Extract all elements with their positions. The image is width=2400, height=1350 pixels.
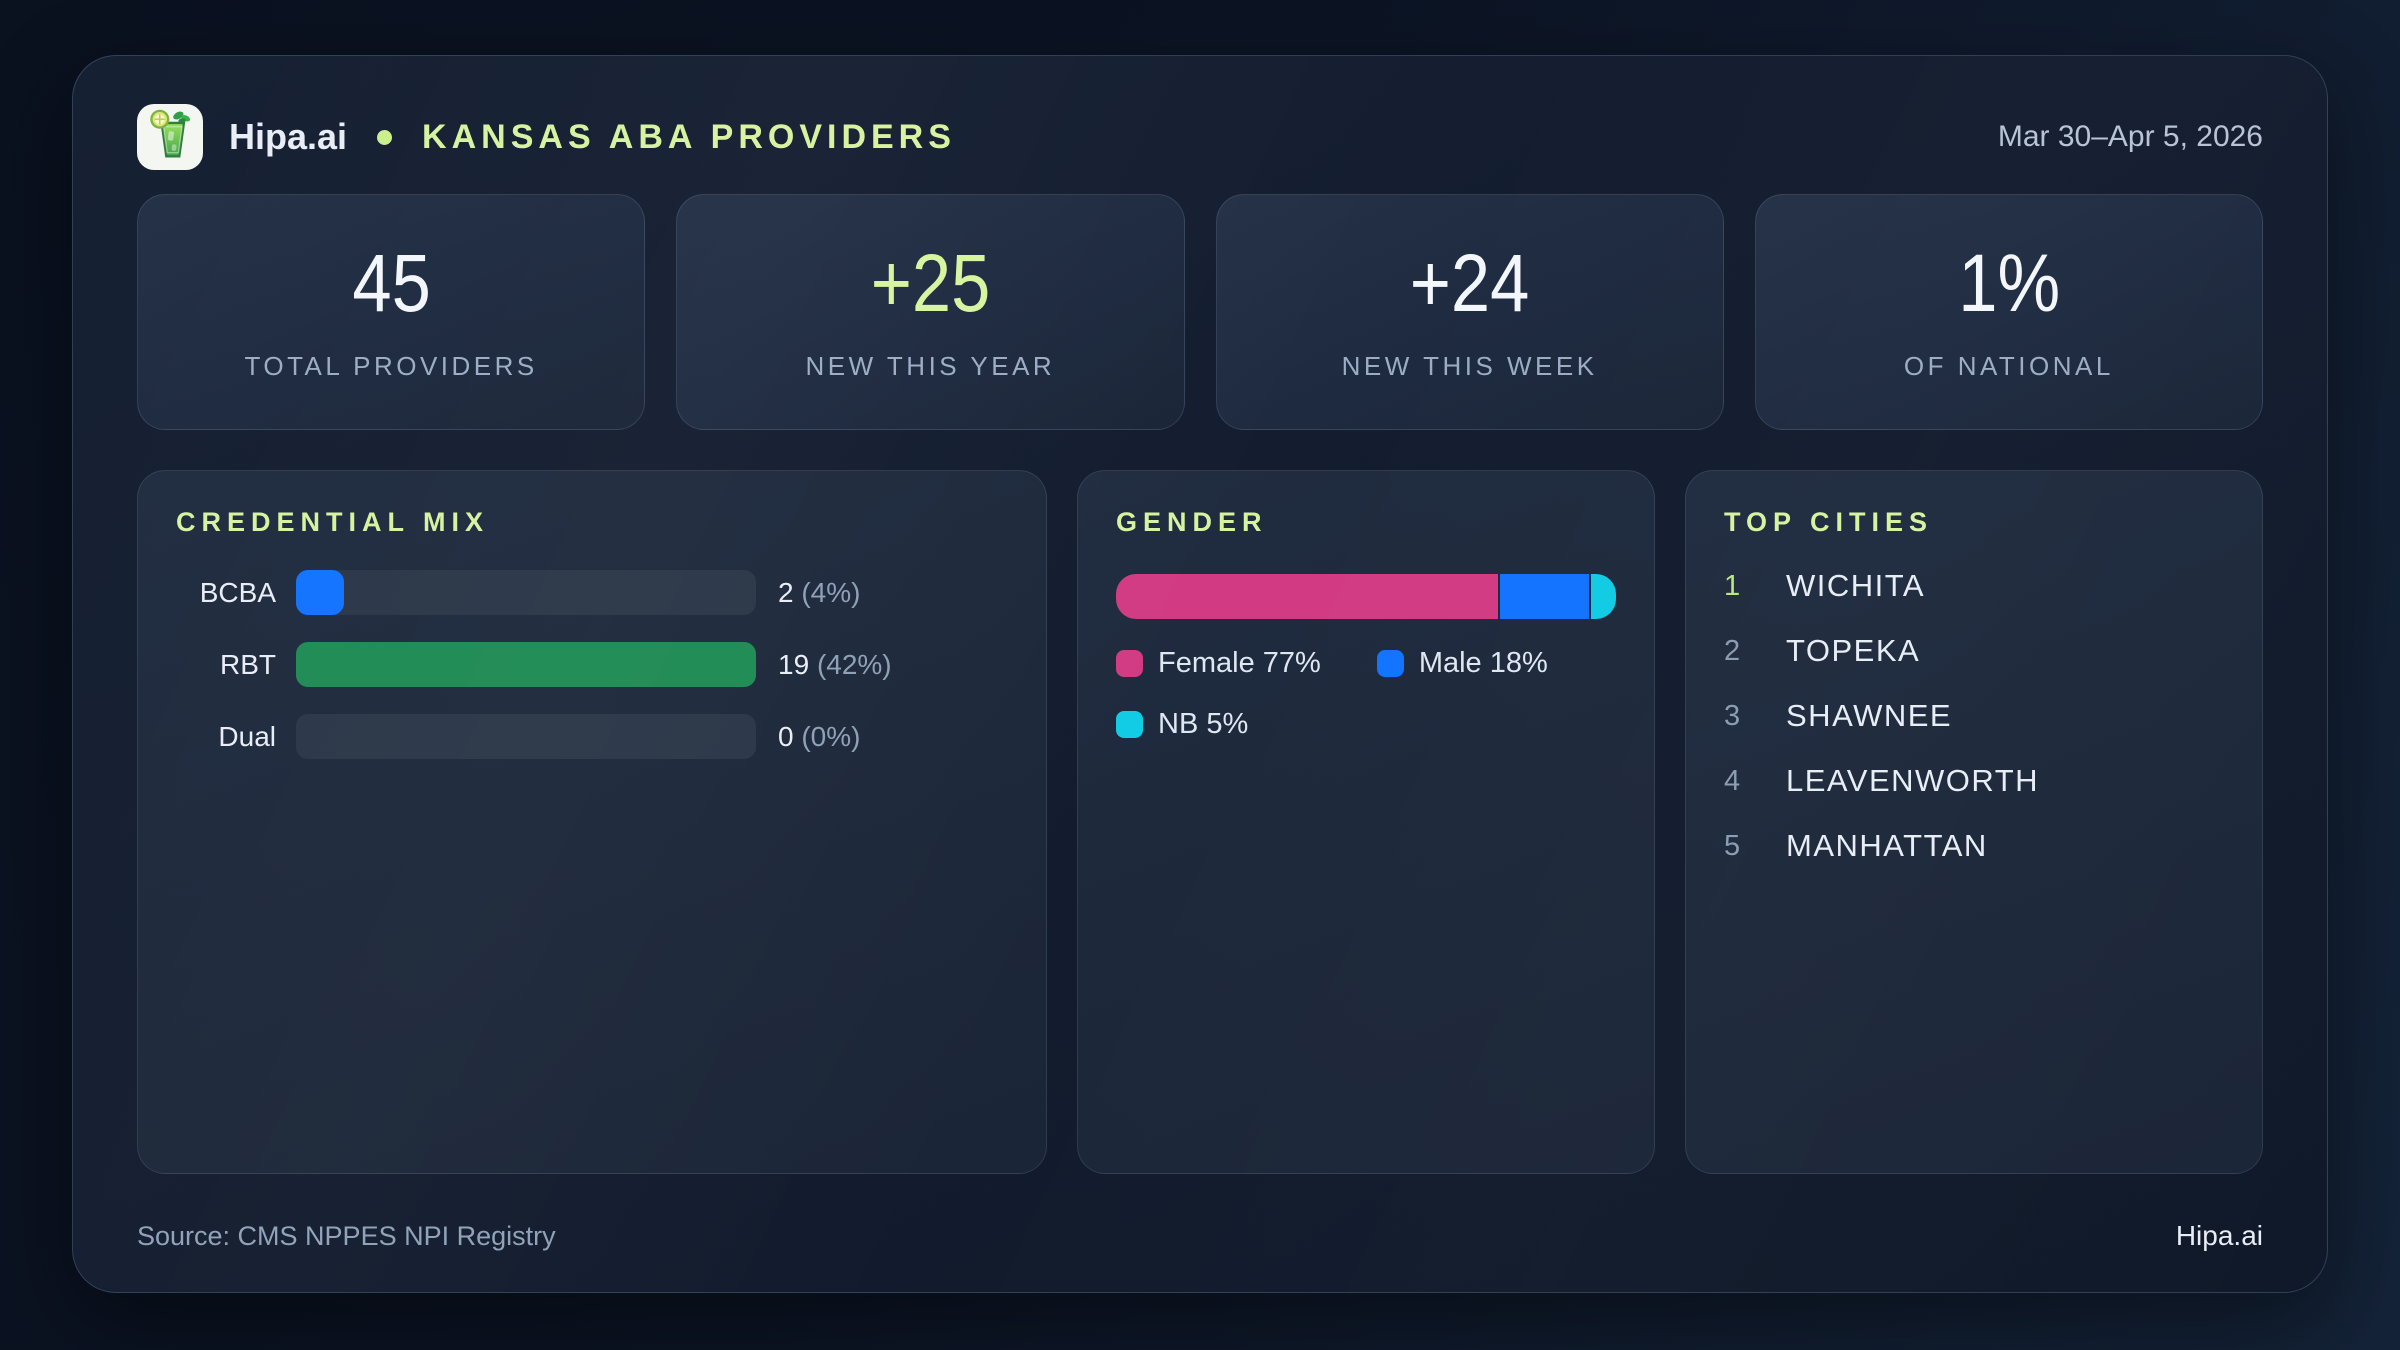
- stat-value: +25: [870, 237, 991, 329]
- stat-value: 45: [351, 237, 431, 329]
- city-rank: 4: [1724, 764, 1741, 797]
- panel-title: CREDENTIAL MIX: [176, 507, 490, 537]
- legend-item-female: Female 77%: [1116, 647, 1321, 680]
- legend-item-nb: NB 5%: [1116, 708, 1248, 741]
- gender-panel: GENDER Female 77% Male 18% NB: [1077, 470, 1655, 1174]
- credential-row-bcba: BCBA 2 (4%): [176, 570, 1008, 615]
- bar-percent: (42%): [816, 648, 892, 680]
- bar-percent: (4%): [801, 576, 861, 608]
- top-cities-panel: TOP CITIES 1 WICHITA 2 TOPEKA 3 SHAWNEE …: [1685, 470, 2263, 1174]
- brand-name: Hipa.ai: [229, 116, 348, 157]
- bar-value: 0 (0%): [778, 720, 861, 752]
- city-rank: 2: [1724, 634, 1741, 667]
- city-row: 2 TOPEKA: [1724, 633, 2224, 669]
- city-row: 4 LEAVENWORTH: [1724, 763, 2224, 799]
- gender-segment-male: [1499, 574, 1590, 619]
- stat-card-new-this-year: +25 NEW THIS YEAR: [676, 194, 1185, 430]
- stat-card-new-this-week: +24 NEW THIS WEEK: [1215, 194, 1724, 430]
- bar-fill: [296, 570, 345, 615]
- credential-row-dual: Dual 0 (0%): [176, 714, 1008, 759]
- city-name: LEAVENWORTH: [1786, 763, 2040, 798]
- legend-label: Male 18%: [1418, 647, 1548, 679]
- header: Hipa.ai KANSAS ABA PROVIDERS Mar 30–Apr …: [137, 104, 2263, 170]
- stat-label: OF NATIONAL: [1903, 350, 2114, 381]
- credential-mix-panel: CREDENTIAL MIX BCBA 2 (4%) RBT 19 (42%): [137, 470, 1047, 1174]
- bar-percent: (0%): [801, 720, 861, 752]
- stat-value: 1%: [1957, 237, 2060, 329]
- city-row: 3 SHAWNEE: [1724, 698, 2224, 734]
- credential-bars: BCBA 2 (4%) RBT 19 (42%) Dual: [176, 570, 1008, 759]
- bar-label: BCBA: [199, 576, 276, 608]
- credential-row-rbt: RBT 19 (42%): [176, 642, 1008, 687]
- gender-segment-female: [1116, 574, 1498, 619]
- bar-track: [296, 642, 756, 687]
- footer: Source: CMS NPPES NPI Registry Hipa.ai: [137, 1220, 2263, 1252]
- city-name: TOPEKA: [1786, 633, 1921, 668]
- city-rank: 5: [1724, 829, 1741, 862]
- city-rank: 1: [1724, 569, 1741, 602]
- bar-label: Dual: [218, 720, 276, 752]
- brand-logo: [137, 104, 203, 170]
- stat-label: NEW THIS WEEK: [1341, 350, 1598, 381]
- bar-track: [296, 570, 756, 615]
- gender-stacked-bar: [1116, 574, 1616, 619]
- stats-row: 45 TOTAL PROVIDERS +25 NEW THIS YEAR +24…: [137, 194, 2263, 430]
- city-row: 5 MANHATTAN: [1724, 828, 2224, 864]
- mojito-glass-icon: [147, 109, 193, 166]
- panel-title: TOP CITIES: [1724, 507, 1934, 537]
- gender-segment-nb: [1591, 574, 1616, 619]
- female-swatch-icon: [1116, 650, 1143, 677]
- footer-brand: Hipa.ai: [2175, 1220, 2263, 1251]
- stat-card-of-national: 1% OF NATIONAL: [1754, 194, 2263, 430]
- bar-fill: [296, 642, 756, 687]
- source-attribution: Source: CMS NPPES NPI Registry: [137, 1220, 556, 1251]
- panel-title: GENDER: [1116, 507, 1268, 537]
- page-title: KANSAS ABA PROVIDERS: [422, 117, 956, 156]
- stat-label: NEW THIS YEAR: [805, 350, 1056, 381]
- city-rank: 3: [1724, 699, 1741, 732]
- cities-list: 1 WICHITA 2 TOPEKA 3 SHAWNEE 4 LEAVENWOR…: [1724, 568, 2224, 864]
- city-name: SHAWNEE: [1786, 698, 1953, 733]
- date-range: Mar 30–Apr 5, 2026: [1997, 120, 2263, 153]
- bar-value: 2 (4%): [778, 576, 861, 608]
- bar-track: [296, 714, 756, 759]
- stat-card-total-providers: 45 TOTAL PROVIDERS: [137, 194, 646, 430]
- bar-value: 19 (42%): [778, 648, 892, 680]
- bar-label: RBT: [220, 648, 276, 680]
- dashboard-card: Hipa.ai KANSAS ABA PROVIDERS Mar 30–Apr …: [72, 55, 2328, 1293]
- legend-item-male: Male 18%: [1376, 647, 1548, 680]
- gender-legend-row-1: Female 77% Male 18%: [1116, 647, 1616, 680]
- gender-legend-row-2: NB 5%: [1116, 708, 1616, 741]
- city-row: 1 WICHITA: [1724, 568, 2224, 604]
- nb-swatch-icon: [1116, 711, 1143, 738]
- city-name: WICHITA: [1786, 568, 1926, 603]
- legend-label: NB 5%: [1158, 708, 1249, 740]
- male-swatch-icon: [1376, 650, 1404, 677]
- stat-label: TOTAL PROVIDERS: [244, 350, 538, 381]
- separator-dot-icon: [377, 129, 393, 145]
- legend-label: Female 77%: [1158, 647, 1321, 679]
- city-name: MANHATTAN: [1786, 828, 1988, 863]
- panels-row: CREDENTIAL MIX BCBA 2 (4%) RBT 19 (42%): [137, 470, 2263, 1174]
- stat-value: +24: [1409, 237, 1530, 329]
